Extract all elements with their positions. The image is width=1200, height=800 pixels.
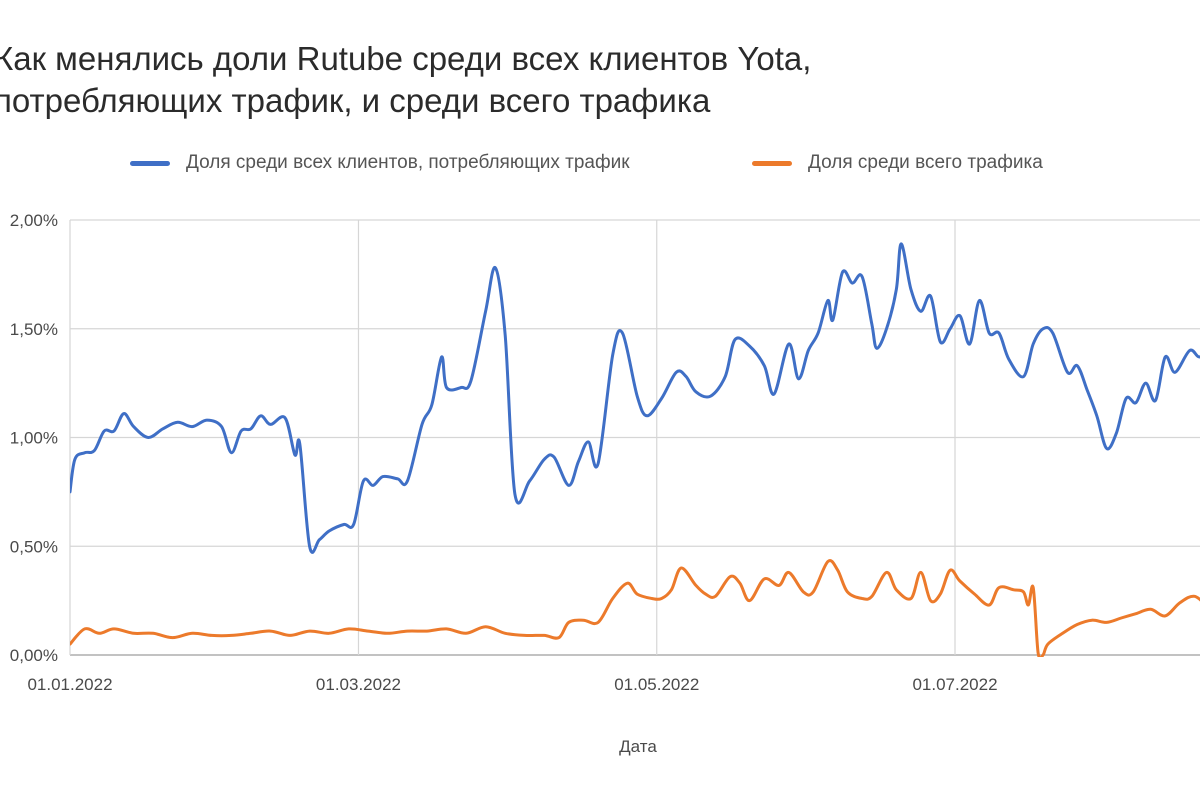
chart-title: Как менялись доли Rutube среди всех клие…	[0, 38, 1194, 122]
legend-item-traffic[interactable]: Доля среди всего трафика	[752, 152, 1043, 174]
y-axis-ticks: 0,00% 0,50% 1,00% 1,50% 2,00%	[10, 211, 58, 665]
x-tick-label: 01.07.2022	[912, 675, 997, 694]
chart-title-line-2: потребляющих трафик, и среди всего трафи…	[0, 82, 711, 119]
legend-item-clients[interactable]: Доля среди всех клиентов, потребляющих т…	[130, 152, 630, 174]
x-axis-ticks: 01.01.2022 01.03.2022 01.05.2022 01.07.2022	[27, 675, 997, 694]
legend-label-traffic: Доля среди всего трафика	[808, 152, 1043, 173]
y-tick-label: 1,50%	[10, 320, 58, 339]
x-axis-title: Дата	[619, 737, 657, 756]
series-layer	[70, 242, 1200, 657]
y-tick-label: 0,00%	[10, 646, 58, 665]
legend-swatch-traffic	[752, 160, 792, 166]
grid-layer	[69, 219, 1200, 656]
x-tick-label: 01.01.2022	[27, 675, 112, 694]
chart-legend: Доля среди всех клиентов, потребляющих т…	[0, 152, 1200, 182]
x-tick-label: 01.05.2022	[614, 675, 699, 694]
y-tick-label: 1,00%	[10, 429, 58, 448]
series-line-traffic	[70, 559, 1200, 657]
series-line-clients	[70, 242, 1200, 554]
y-tick-label: 2,00%	[10, 211, 58, 230]
chart-title-line-1: Как менялись доли Rutube среди всех клие…	[0, 40, 812, 77]
x-tick-label: 01.03.2022	[316, 675, 401, 694]
legend-label-clients: Доля среди всех клиентов, потребляющих т…	[186, 152, 630, 173]
y-tick-label: 0,50%	[10, 537, 58, 556]
legend-swatch-clients	[130, 160, 170, 166]
